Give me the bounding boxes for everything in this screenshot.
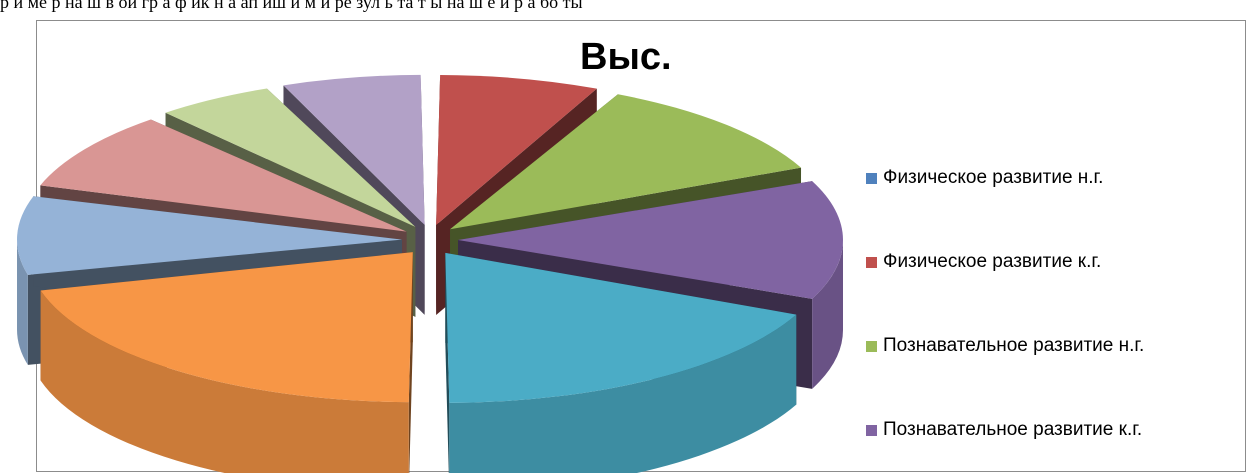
legend-swatch xyxy=(866,340,877,352)
legend-swatch xyxy=(866,424,877,436)
legend-swatch xyxy=(866,172,877,184)
legend-label: Познавательное развитие к.г. xyxy=(883,419,1143,440)
legend-label: Физическое развитие н.г. xyxy=(883,167,1104,188)
pie-slice xyxy=(40,252,413,473)
document-top-text: р и ме р на ш в ой гр а ф ик н а ап иш и… xyxy=(0,0,583,12)
chart-legend: Физическое развитие н.г. Физическое разви… xyxy=(866,136,1236,472)
legend-label: Познавательное развитие н.г. xyxy=(883,335,1145,356)
pie-slice xyxy=(445,252,797,473)
legend-item: Познавательное развитие н.г. xyxy=(866,304,1236,388)
legend-label: Физическое развитие к.г. xyxy=(883,251,1102,272)
legend-item: Познавательное развитие к.г. xyxy=(866,388,1236,472)
legend-item: Физическое развитие к.г. xyxy=(866,220,1236,304)
legend-item: Физическое развитие н.г. xyxy=(866,136,1236,220)
chart-title: Выс. xyxy=(580,36,672,78)
legend-swatch xyxy=(866,256,877,268)
